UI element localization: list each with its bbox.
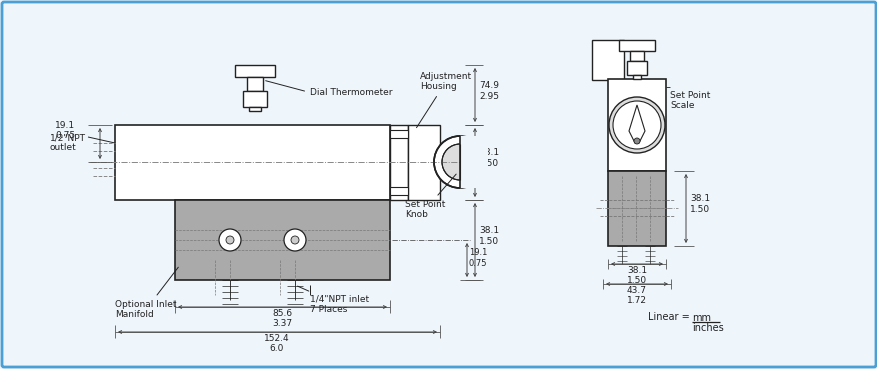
- Text: Set Point
Scale: Set Point Scale: [669, 91, 709, 110]
- Bar: [591, 40, 624, 80]
- Bar: [630, 51, 643, 61]
- Text: 43.7
1.72: 43.7 1.72: [626, 286, 646, 306]
- Circle shape: [433, 136, 486, 188]
- Text: 19.1
0.75: 19.1 0.75: [468, 248, 487, 268]
- Bar: [607, 171, 666, 246]
- Text: 85.6
3.37: 85.6 3.37: [272, 309, 292, 328]
- Text: 38.1
1.50: 38.1 1.50: [626, 266, 646, 285]
- Bar: [389, 187, 408, 195]
- Circle shape: [225, 236, 234, 244]
- Bar: [618, 40, 654, 51]
- Circle shape: [290, 236, 299, 244]
- Text: Set Point
Knob: Set Point Knob: [404, 174, 456, 220]
- Bar: [175, 200, 389, 280]
- Text: mm: mm: [691, 313, 710, 323]
- Bar: [626, 61, 646, 75]
- Polygon shape: [628, 105, 645, 143]
- Text: Dial Thermometer: Dial Thermometer: [266, 81, 392, 97]
- Text: 38.1
1.50: 38.1 1.50: [479, 148, 498, 168]
- Text: 38.1
1.50: 38.1 1.50: [689, 194, 709, 214]
- Bar: [389, 125, 408, 200]
- Bar: [235, 65, 275, 77]
- Text: Adjustment
Housing: Adjustment Housing: [416, 72, 472, 128]
- Bar: [389, 130, 408, 138]
- Circle shape: [609, 97, 664, 153]
- Circle shape: [612, 101, 660, 149]
- Bar: [115, 125, 389, 200]
- Text: Linear =: Linear =: [647, 312, 692, 322]
- Text: Optional Inlet
Manifold: Optional Inlet Manifold: [115, 267, 178, 320]
- Bar: [249, 107, 260, 111]
- Bar: [460, 136, 488, 188]
- Text: 1/4"NPT inlet
7 Places: 1/4"NPT inlet 7 Places: [297, 286, 368, 314]
- Text: 152.4
6.0: 152.4 6.0: [264, 334, 289, 354]
- Circle shape: [441, 144, 477, 180]
- Bar: [632, 75, 640, 79]
- Text: 38.1
1.50: 38.1 1.50: [479, 226, 498, 246]
- Text: 19.1
0.75: 19.1 0.75: [55, 121, 75, 140]
- Bar: [246, 77, 263, 91]
- Text: 1/2"NPT
outlet: 1/2"NPT outlet: [50, 133, 86, 152]
- Bar: [243, 91, 267, 107]
- Bar: [408, 125, 439, 200]
- Text: 74.9
2.95: 74.9 2.95: [479, 81, 498, 101]
- Bar: [607, 79, 666, 171]
- Circle shape: [218, 229, 240, 251]
- Text: inches: inches: [691, 323, 723, 333]
- Circle shape: [283, 229, 306, 251]
- Circle shape: [633, 138, 639, 144]
